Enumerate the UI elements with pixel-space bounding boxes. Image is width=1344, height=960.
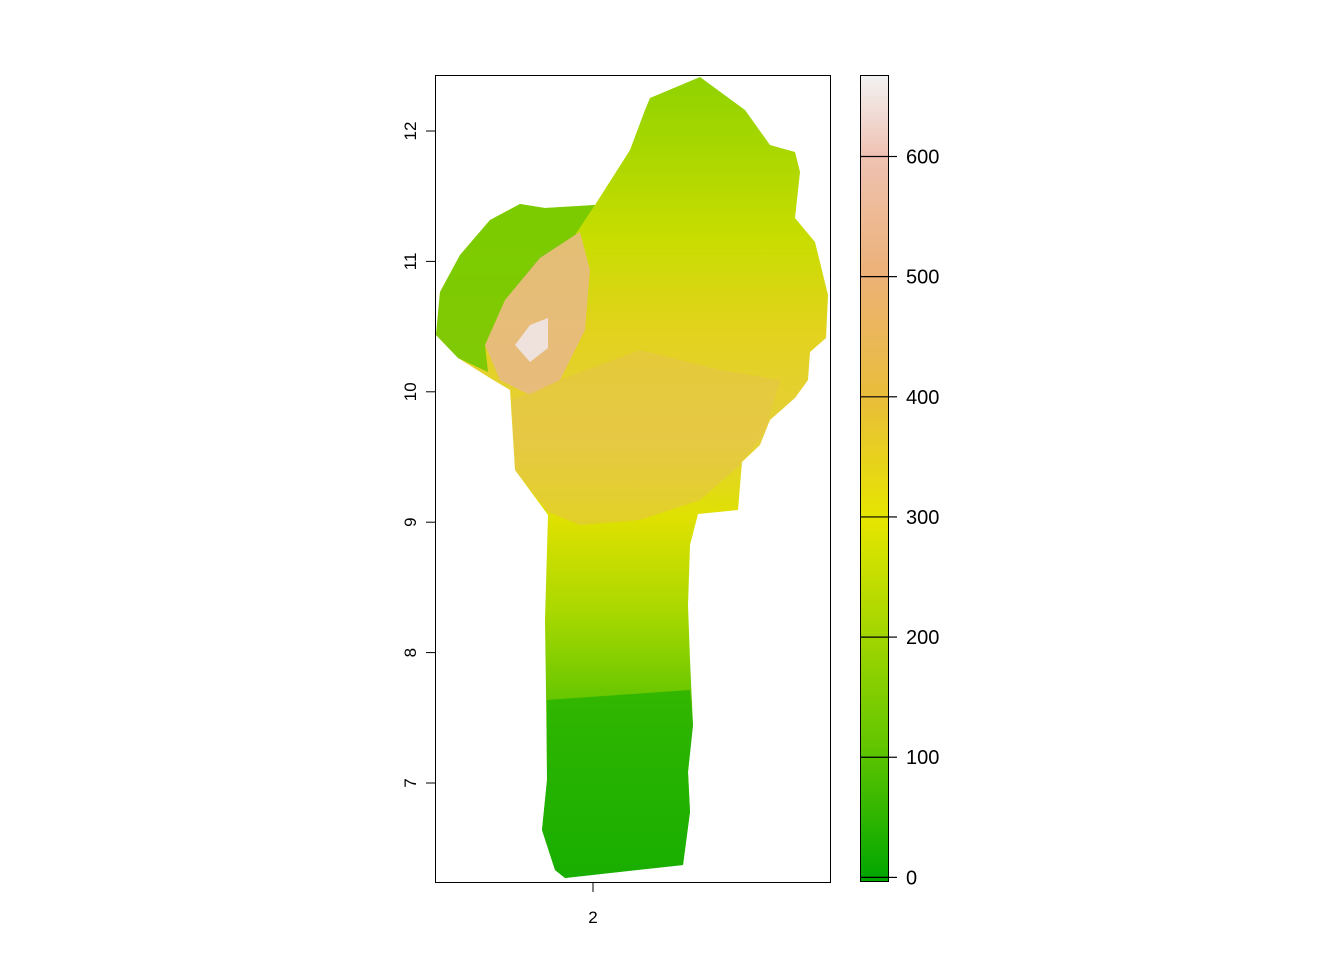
y-tick-label: 7 <box>401 778 420 787</box>
colorbar-tick-label: 400 <box>906 387 939 409</box>
elevation-raster <box>436 77 828 878</box>
coastal-plain <box>542 690 693 878</box>
colorbar-tick-label: 200 <box>906 627 939 649</box>
plateau-patch <box>512 350 780 525</box>
y-tick-label: 12 <box>401 122 420 141</box>
colorbar-ticks: 0 100 200 300 400 500 600 <box>860 147 939 889</box>
legend-colorbar: 0 100 200 300 400 500 600 <box>860 75 939 889</box>
y-tick-label: 9 <box>401 517 420 526</box>
colorbar-tick-label: 500 <box>906 267 939 289</box>
highland-patch <box>515 318 548 362</box>
colorbar-tick-label: 100 <box>906 747 939 769</box>
colorbar-tick-label: 300 <box>906 507 939 529</box>
colorbar-gradient <box>860 75 889 882</box>
x-axis: 2 <box>588 882 598 927</box>
y-tick-label: 10 <box>401 382 420 401</box>
y-axis: 7 8 9 10 11 12 <box>401 122 436 788</box>
western-plain <box>436 204 595 372</box>
x-tick-label: 2 <box>588 908 597 927</box>
y-tick-label: 11 <box>401 253 420 271</box>
colorbar-tick-label: 0 <box>906 867 917 889</box>
colorbar-tick-label: 600 <box>906 147 939 169</box>
y-tick-label: 8 <box>401 648 420 657</box>
upland-patch <box>485 232 590 395</box>
